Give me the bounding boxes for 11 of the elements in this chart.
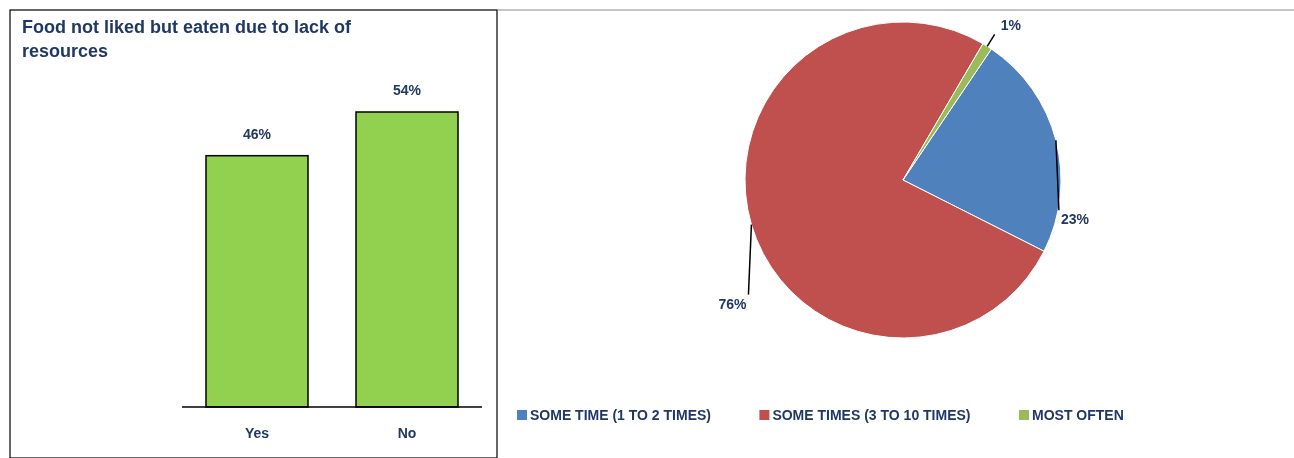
legend-label: MOST OFTEN (1032, 407, 1124, 423)
legend-label: SOME TIMES (3 TO 10 TIMES) (772, 407, 971, 423)
x-tick-label: No (397, 425, 417, 441)
legend-label: SOME TIME (1 TO 2 TIMES) (530, 407, 711, 423)
data-label: 54% (392, 82, 422, 98)
x-tick-label: Yes (244, 425, 270, 441)
data-label: 76% (718, 295, 747, 312)
chart-title: Food not liked but eaten due to lack of resources (22, 17, 353, 61)
data-label: 46% (242, 125, 272, 142)
data-label: 1% (1000, 17, 1022, 34)
data-label: 23% (1060, 211, 1090, 228)
